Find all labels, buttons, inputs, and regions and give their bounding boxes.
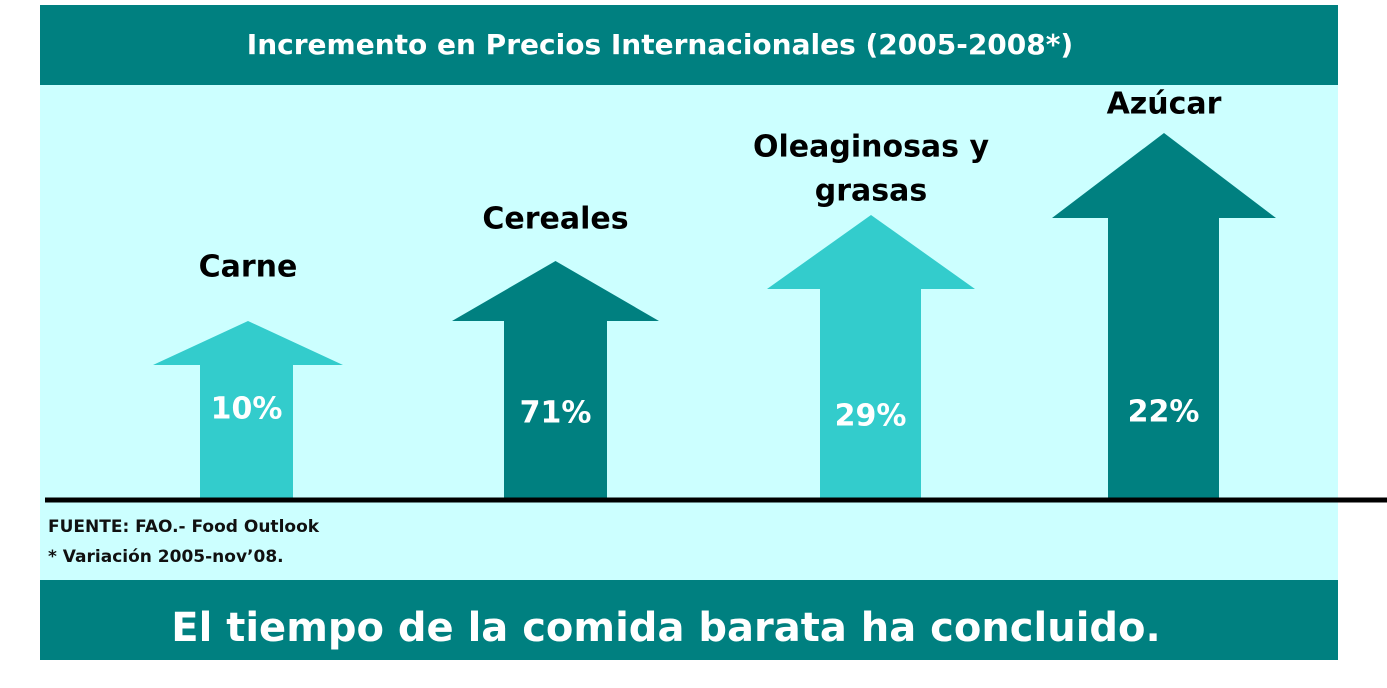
footer-banner xyxy=(40,580,1338,660)
arrows: Carne 10% Cereales 71% Oleaginosas y grasas 29… xyxy=(153,87,1276,498)
item-label: Cereales xyxy=(482,202,628,237)
arrow xyxy=(452,261,659,498)
title-banner xyxy=(40,5,1338,85)
arrow xyxy=(1052,133,1276,498)
source-note: FUENTE: FAO.- Food Outlook xyxy=(48,517,320,537)
title: Incremento en Precios Internacionales (2… xyxy=(247,28,1073,61)
item-value: 71% xyxy=(520,396,592,431)
item-value: 22% xyxy=(1128,395,1200,430)
item-label: Azúcar xyxy=(1107,87,1222,122)
footnote: * Variación 2005-nov’08. xyxy=(48,547,284,567)
arrow xyxy=(153,321,343,498)
item-value: 29% xyxy=(835,399,907,434)
arrow xyxy=(767,215,975,498)
item-label: grasas xyxy=(815,174,927,209)
item-label: Carne xyxy=(199,250,298,285)
footer-text: El tiempo de la comida barata ha conclui… xyxy=(171,605,1160,651)
item-label: Oleaginosas y xyxy=(753,130,990,165)
item-value: 10% xyxy=(211,392,283,427)
